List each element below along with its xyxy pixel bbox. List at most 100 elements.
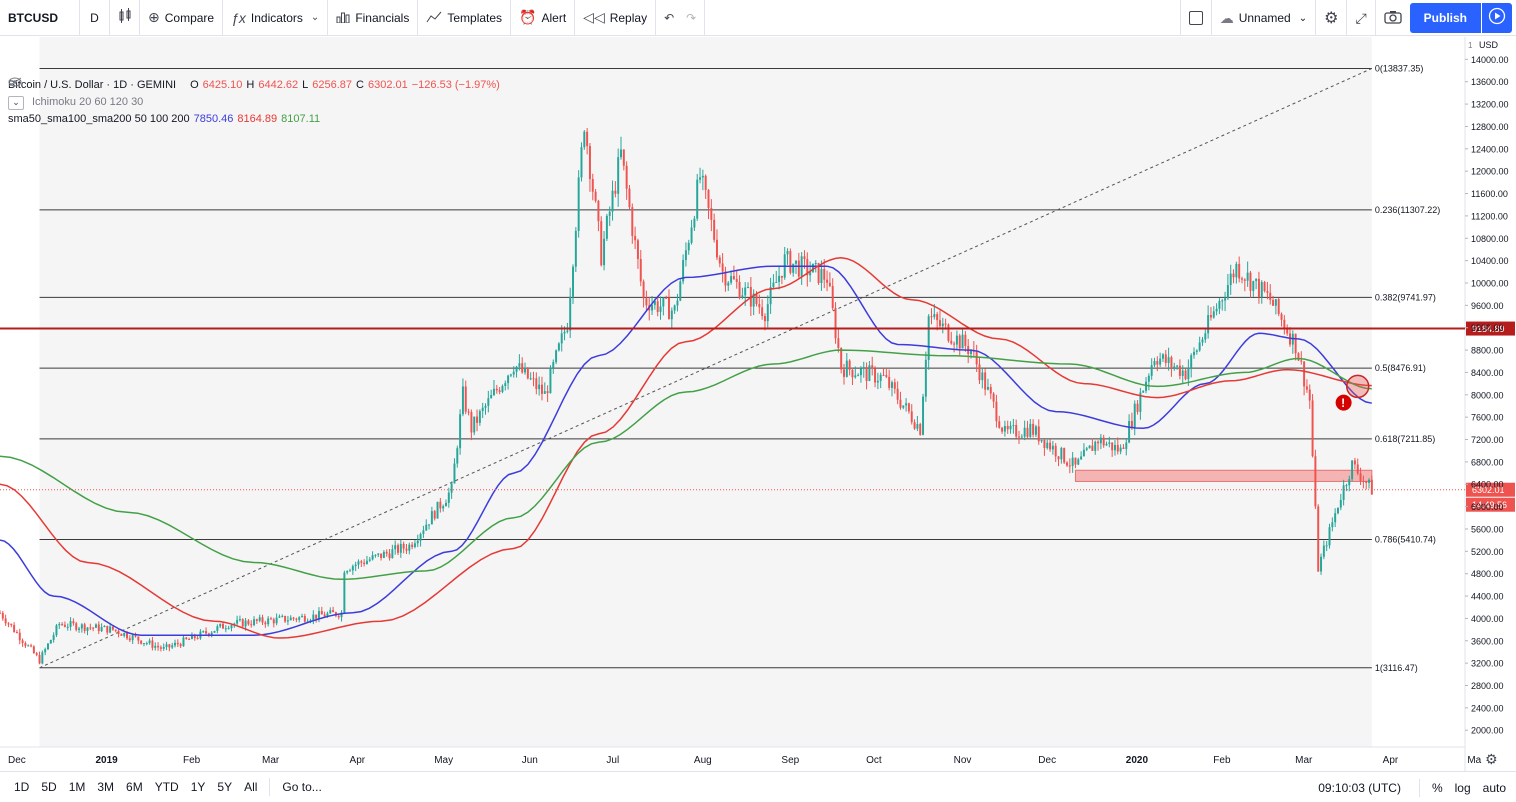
auto-scale-toggle[interactable]: auto bbox=[1482, 780, 1506, 795]
horizontal-level-price-tag bbox=[1466, 321, 1515, 336]
candle-body bbox=[504, 383, 507, 386]
candle-body bbox=[185, 637, 188, 639]
ichimoku-legend-row[interactable]: ⌄ Ichimoku 20 60 120 30 bbox=[8, 77, 500, 111]
candle-body bbox=[1006, 426, 1009, 430]
candle-body bbox=[295, 618, 298, 620]
financials-button[interactable]: Financials bbox=[328, 0, 419, 36]
indicators-button[interactable]: ƒx Indicators ⌄ bbox=[223, 0, 329, 36]
sma-legend-row[interactable]: sma50_sma100_sma200 50 100 200 7850.46 8… bbox=[8, 111, 500, 128]
expand-button[interactable]: ⤢ bbox=[1347, 0, 1376, 36]
price-tick-label: 12800.00 bbox=[1471, 122, 1509, 132]
candle-body bbox=[837, 338, 840, 348]
price-chart[interactable]: 0(13837.35) 0.236(11307.22) 0.382(9741.97)… bbox=[0, 37, 1516, 772]
candle-body bbox=[377, 553, 380, 555]
redo-button[interactable]: ↷ bbox=[678, 0, 706, 36]
goto-date-button[interactable]: Go to... bbox=[282, 780, 322, 794]
candle-body bbox=[1339, 499, 1342, 508]
rewind-icon: ◁◁ bbox=[583, 9, 605, 25]
symbol-search[interactable]: BTCUSD bbox=[0, 0, 80, 36]
templates-button[interactable]: Templates bbox=[418, 0, 512, 36]
interval-button[interactable]: D bbox=[80, 0, 110, 36]
undo-button[interactable]: ↶ bbox=[656, 0, 678, 36]
percent-scale-toggle[interactable]: % bbox=[1431, 780, 1443, 795]
candle-body bbox=[399, 543, 402, 553]
candle-body bbox=[269, 618, 272, 620]
snapshot-button[interactable] bbox=[1376, 0, 1410, 36]
candle-body bbox=[1359, 473, 1362, 481]
compare-button[interactable]: ⊕ Compare bbox=[140, 0, 224, 36]
candle-body bbox=[320, 610, 323, 615]
candle-body bbox=[114, 629, 117, 631]
log-scale-toggle[interactable]: log bbox=[1454, 780, 1471, 795]
candle-body bbox=[128, 638, 131, 641]
price-tick-label: 2800.00 bbox=[1471, 681, 1504, 691]
candle-body bbox=[1020, 436, 1023, 438]
candle-body bbox=[411, 544, 414, 547]
candle-body bbox=[219, 623, 222, 627]
range-1m[interactable]: 1M bbox=[68, 780, 86, 794]
publish-button[interactable]: Publish bbox=[1409, 3, 1481, 33]
price-tick-label: 10400.00 bbox=[1471, 256, 1509, 266]
range-6m[interactable]: 6M bbox=[126, 780, 143, 794]
candle-body bbox=[464, 386, 467, 412]
candle-body bbox=[103, 625, 106, 628]
last-price-tag bbox=[1466, 482, 1515, 497]
candle-body bbox=[75, 623, 78, 630]
candle-body bbox=[154, 645, 157, 648]
candle-body bbox=[405, 548, 408, 551]
collapse-legend-button[interactable]: ⌄ bbox=[8, 95, 24, 110]
replay-button[interactable]: ◁◁ Replay bbox=[575, 0, 657, 36]
candle-body bbox=[758, 303, 761, 308]
alert-button[interactable]: ⏰ Alert bbox=[511, 0, 576, 36]
candle-body bbox=[687, 242, 690, 251]
range-all[interactable]: All bbox=[244, 780, 258, 794]
resistance-zone-rectangle bbox=[1074, 469, 1373, 482]
utc-clock[interactable]: 09:10:03 (UTC) bbox=[1318, 780, 1401, 795]
candle-body bbox=[1325, 545, 1328, 547]
candle-body bbox=[255, 619, 258, 621]
settings-button[interactable]: ⚙ bbox=[1316, 0, 1348, 36]
candle-body bbox=[284, 615, 287, 622]
candle-body bbox=[205, 631, 208, 634]
candle-body bbox=[625, 165, 628, 189]
candle-body bbox=[264, 622, 267, 625]
candle-body bbox=[428, 524, 431, 526]
candle-body bbox=[535, 378, 538, 390]
range-5y[interactable]: 5Y bbox=[217, 780, 233, 794]
candle-body bbox=[546, 391, 549, 394]
candle-body bbox=[591, 179, 594, 192]
publish-play-button[interactable] bbox=[1482, 3, 1512, 33]
candle-body bbox=[267, 618, 270, 625]
layout-name-button[interactable]: ☁ Unnamed ⌄ bbox=[1212, 0, 1317, 36]
candle-body bbox=[408, 544, 411, 551]
range-ytd[interactable]: YTD bbox=[154, 780, 179, 794]
range-3m[interactable]: 3M bbox=[97, 780, 115, 794]
time-tick-label: Apr bbox=[350, 755, 366, 766]
candle-body bbox=[936, 314, 939, 321]
candle-body bbox=[679, 281, 682, 301]
candle-body bbox=[1125, 442, 1128, 449]
candle-body bbox=[560, 333, 563, 344]
candle-body bbox=[1015, 424, 1018, 437]
sma100-value: 8164.89 bbox=[237, 113, 278, 125]
price-tick-label: 2000.00 bbox=[1471, 726, 1504, 736]
price-tick-label: 13200.00 bbox=[1471, 100, 1509, 110]
candle-body bbox=[557, 343, 560, 351]
candle-body bbox=[871, 365, 874, 369]
candle-body bbox=[484, 405, 487, 408]
fullscreen-toggle-button[interactable] bbox=[1179, 0, 1212, 36]
price-tick-label: 6400.00 bbox=[1471, 480, 1504, 490]
range-5d[interactable]: 5D bbox=[41, 780, 57, 794]
candle-body bbox=[368, 559, 371, 561]
chart-type-button[interactable] bbox=[110, 0, 140, 36]
chart-pane[interactable]: 0(13837.35) 0.236(11307.22) 0.382(9741.97)… bbox=[0, 37, 1516, 772]
candle-body bbox=[1334, 513, 1337, 523]
candle-body bbox=[1289, 333, 1291, 345]
range-1y[interactable]: 1Y bbox=[190, 780, 206, 794]
range-1d[interactable]: 1D bbox=[14, 780, 30, 794]
candle-body bbox=[1032, 423, 1035, 435]
candle-body bbox=[360, 561, 363, 563]
candle-body bbox=[1054, 445, 1057, 457]
candle-body bbox=[922, 396, 925, 435]
candle-body bbox=[642, 281, 645, 299]
